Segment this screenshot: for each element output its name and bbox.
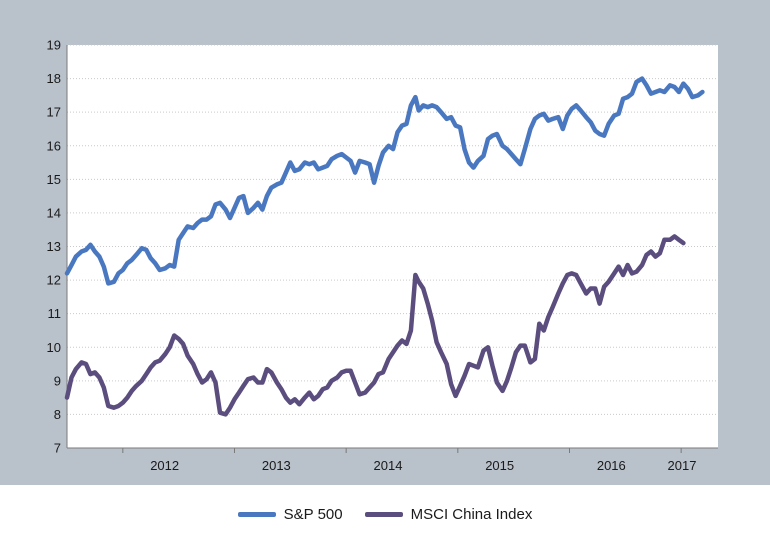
y-tick-label: 14 xyxy=(47,205,61,220)
legend-swatch-sp500 xyxy=(237,511,276,517)
y-tick-label: 16 xyxy=(47,138,61,153)
x-tick-label: 2015 xyxy=(485,458,514,473)
y-tick-label: 12 xyxy=(47,273,61,288)
series-line-msci-china xyxy=(64,234,686,417)
legend-label-msci-china: MSCI China Index xyxy=(410,505,533,523)
y-tick-label: 9 xyxy=(54,373,61,388)
y-tick-label: 15 xyxy=(47,172,61,187)
x-tick-label: 2012 xyxy=(150,458,179,473)
y-tick-label: 17 xyxy=(47,105,61,120)
series-line-sp500 xyxy=(64,76,705,286)
legend-item-sp500: S&P 500 xyxy=(237,505,343,523)
x-tick-label: 2016 xyxy=(597,458,626,473)
x-tick-label: 2017 xyxy=(668,458,697,473)
y-tick-label: 7 xyxy=(54,441,61,456)
y-tick-label: 8 xyxy=(54,407,61,422)
x-tick-label: 2013 xyxy=(262,458,291,473)
y-tick-label: 19 xyxy=(47,38,61,53)
y-tick-label: 10 xyxy=(47,340,61,355)
y-tick-label: 13 xyxy=(47,239,61,254)
legend-item-msci-china: MSCI China Index xyxy=(364,505,533,523)
legend-swatch-msci-china xyxy=(364,511,403,517)
legend: S&P 500 MSCI China Index xyxy=(0,495,770,533)
legend-label-sp500: S&P 500 xyxy=(283,505,343,523)
y-tick-label: 11 xyxy=(48,306,62,321)
x-tick-label: 2014 xyxy=(374,458,403,473)
line-chart: 7 8 9 10 11 12 13 14 15 16 17 18 19 2012 2013 2014 2015 2… xyxy=(47,38,718,473)
y-tick-label: 18 xyxy=(47,71,61,86)
